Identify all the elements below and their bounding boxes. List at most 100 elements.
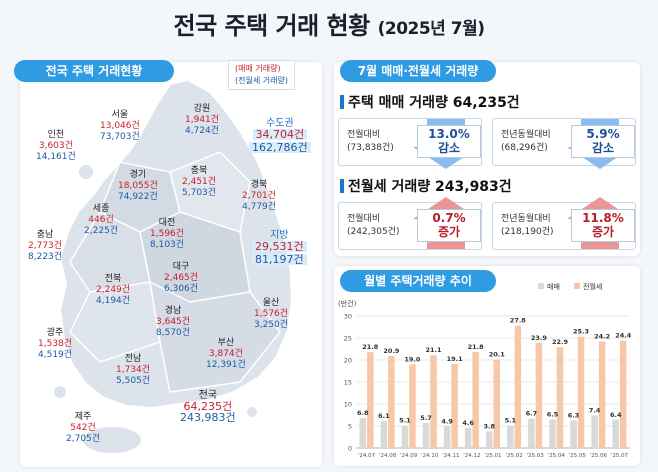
data-label-sale: 6.4 [610,411,622,419]
bar-sale [549,419,556,448]
july-panel: 7월 매매·전월세 거래량 주택 매매 거래량 64,235건 전월대비 (73,… [334,60,640,256]
data-label-lease: 25.3 [573,328,589,336]
title-main: 전국 주택 거래 현황 [173,12,371,40]
region-chungbuk: 충북 2,451건 5,703건 [182,166,217,198]
data-label-sale: 6.3 [568,411,580,419]
bar-sale [422,422,430,448]
legend-lease: (전월세 거래량) [235,76,288,85]
x-tick-label: '25.05 [569,453,587,459]
lease-mom-card: 전월대비 (242,305건) 0.7% 증가 [338,197,482,250]
region-capital: 수도권 34,704건 162,786건 [249,118,311,155]
y-tick-label: 25 [344,335,352,343]
data-label-sale: 6.8 [357,409,369,417]
legend-swatch-sale [538,283,544,289]
map-panel-tab: 전국 주택 거래현황 [14,60,174,82]
monthly-panel-tab: 월별 주택거래량 추이 [340,270,496,292]
region-seoul: 서울 13,046건 73,703건 [100,110,140,142]
bar-sale [401,425,409,448]
region-jeonbuk: 전북 2,249건 4,194건 [96,274,131,306]
x-tick-label: '25.07 [611,453,629,459]
map-panel: 전국 주택 거래현황 (매매 거래량) (전월세 거래량) 서울 13,046건 7… [14,60,322,467]
data-label-lease: 20.1 [489,351,506,359]
jeju-island [81,425,143,455]
data-label-sale: 3.8 [483,422,495,430]
region-gwangju: 광주 1,538건 4,519건 [38,328,73,360]
lease-yoy-card: 전년동월대비 (218,190건) 11.8% 증가 [492,197,636,250]
y-tick-label: 15 [344,379,352,387]
data-label-sale: 5.1 [505,417,517,425]
region-national: 전국 64,235건 243,983건 [180,390,236,424]
data-label-lease: 19.1 [447,355,464,363]
region-daejeon: 대전 1,596건 8,103건 [150,218,185,250]
legend-label-lease: 전월세 [583,282,602,291]
title-sub: (2025년 7월) [377,19,485,39]
data-label-sale: 4.6 [462,419,474,427]
x-tick-label: '24.08 [379,453,397,459]
sale-yoy-card: 전년동월대비 (68,296건) 5.9% 감소 [492,118,636,169]
bar-lease [577,336,585,448]
x-tick-label: '25.01 [484,453,501,459]
data-label-sale: 7.4 [589,406,601,414]
region-jeju: 제주 542건 2,705건 [66,412,101,444]
lease-heading: 전월세 거래량 243,983건 [340,176,512,196]
monthly-panel: 월별 주택거래량 추이 (만건) 매매 전월세 0 5 10 15 20 25 30 6.8 21.8… [334,266,640,466]
region-busan: 부산 3,874건 12,391건 [206,338,246,370]
data-label-sale: 6.5 [547,410,559,418]
region-daegu: 대구 2,465건 6,306건 [164,262,199,294]
data-label-sale: 5.1 [399,417,411,425]
x-tick-label: '25.04 [548,453,566,459]
x-tick-label: '25.06 [590,453,608,459]
data-label-sale: 6.1 [378,412,390,420]
data-label-lease: 24.4 [615,332,632,340]
y-unit-label: (만건) [338,299,357,308]
region-sejong: 세종 446건 2,225건 [84,204,119,236]
data-label-lease: 19.0 [404,355,421,363]
y-tick-label: 5 [348,423,352,431]
bar-lease [493,359,500,448]
bar-lease [619,340,627,448]
bar-lease [367,352,374,448]
bar-sale [359,418,367,448]
data-label-lease: 21.1 [425,346,442,354]
region-ulsan: 울산 1,576건 3,250건 [254,298,289,330]
data-label-lease: 21.8 [468,343,485,351]
bar-sale [612,419,619,448]
region-incheon: 인천 3,603건 14,161건 [36,130,76,162]
x-tick-label: '25.03 [527,453,545,459]
x-tick-label: '24.09 [400,453,418,459]
july-panel-tab: 7월 매매·전월세 거래량 [340,60,496,82]
bar-sale [380,421,388,448]
data-label-lease: 20.9 [383,347,400,355]
region-chungnam: 충남 2,773건 8,223건 [28,230,63,262]
sale-mom-card: 전월대비 (73,838건) 13.0% 감소 [338,118,482,169]
bar-lease [472,352,479,448]
y-tick-label: 30 [344,313,352,321]
region-gyeongbuk: 경북 2,701건 4,779건 [242,180,277,212]
bar-lease [598,341,606,448]
bar-lease [535,342,543,448]
bar-lease [388,356,395,448]
data-label-sale: 6.7 [526,410,538,418]
region-gyeonggi: 경기 18,055건 74,922건 [118,170,158,202]
x-tick-label: '24.12 [463,453,480,459]
data-label-sale: 4.9 [441,417,453,425]
bar-sale [507,425,514,448]
bar-lease [430,355,437,448]
x-tick-label: '24.07 [358,453,376,459]
map-legend: (매매 거래량) (전월세 거래량) [228,60,295,90]
legend-trade: (매매 거래량) [235,64,281,73]
bar-sale [528,418,535,448]
bar-lease [451,363,458,448]
data-label-lease: 21.8 [362,343,379,351]
region-gyeongnam: 경남 3,645건 8,570건 [156,306,191,338]
bar-sale [591,415,598,448]
legend-swatch-lease [574,283,580,289]
bar-sale [570,420,577,448]
x-tick-label: '24.10 [421,453,439,459]
sale-heading: 주택 매매 거래량 64,235건 [340,92,520,112]
page-title: 전국 주택 거래 현황 (2025년 7월) [0,6,658,41]
bar-lease [556,347,564,448]
bar-sale [443,426,451,448]
data-label-sale: 5.7 [420,414,432,422]
bar-lease [514,325,522,448]
